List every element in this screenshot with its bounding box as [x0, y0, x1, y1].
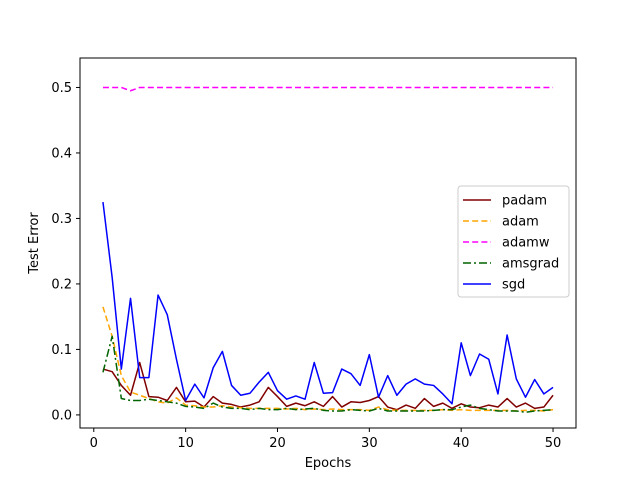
- y-axis-label: Test Error: [27, 212, 42, 275]
- legend-label-padam: padam: [502, 194, 547, 209]
- x-tick-label: 40: [453, 436, 470, 451]
- series-lines: [102, 86, 554, 414]
- x-tick-label: 10: [177, 436, 194, 451]
- x-tick-label: 50: [545, 436, 562, 451]
- x-tick-label: 0: [90, 436, 98, 451]
- series-line-sgd: [102, 201, 554, 405]
- x-tick-label: 20: [269, 436, 286, 451]
- y-tick-label: 0.4: [51, 146, 72, 161]
- x-axis-label: Epochs: [305, 456, 352, 471]
- series-line-adam: [102, 306, 554, 412]
- y-tick-label: 0.2: [51, 277, 72, 292]
- plot-frame: [79, 57, 577, 429]
- series-line-padam: [102, 361, 554, 411]
- y-tick-label: 0.1: [51, 343, 72, 358]
- y-axis-ticks: 0.0 0.1 0.2 0.3 0.4 0.5: [51, 81, 80, 423]
- y-tick-label: 0.3: [51, 212, 72, 227]
- series-line-adamw: [102, 86, 554, 92]
- legend-label-adam: adam: [502, 215, 539, 230]
- legend-label-adamw: adamw: [502, 236, 550, 251]
- x-tick-label: 30: [361, 436, 378, 451]
- x-axis-ticks: 0 10 20 30 40 50: [90, 428, 562, 451]
- series-line-amsgrad: [102, 335, 554, 414]
- legend-label-amsgrad: amsgrad: [502, 257, 559, 272]
- y-tick-label: 0.5: [51, 81, 72, 96]
- legend-box: [457, 185, 570, 298]
- y-tick-label: 0.0: [51, 408, 72, 423]
- legend: padam adam adamw amsgrad sgd: [457, 185, 570, 298]
- legend-label-sgd: sgd: [502, 278, 525, 293]
